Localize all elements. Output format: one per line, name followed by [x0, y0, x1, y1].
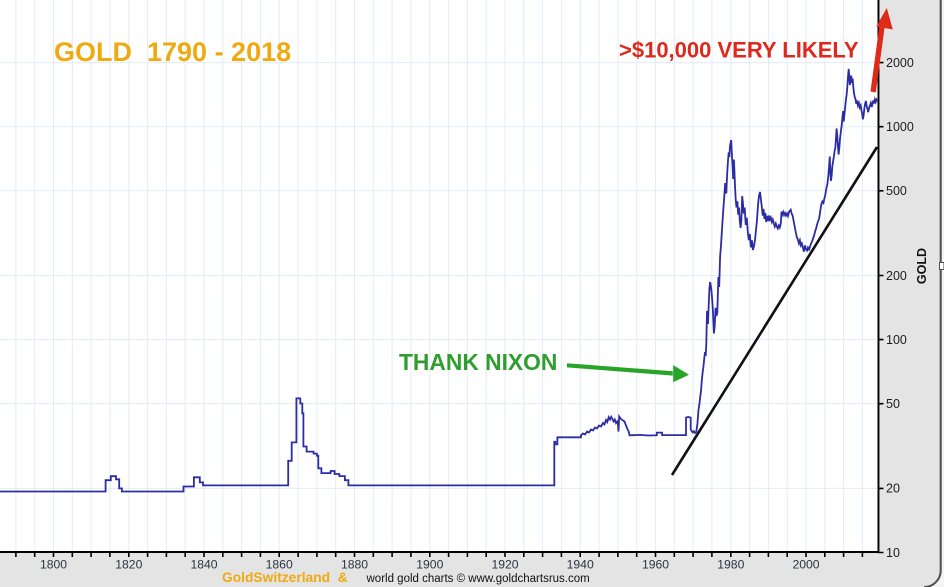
svg-text:1940: 1940	[567, 558, 594, 572]
svg-text:1860: 1860	[266, 558, 293, 572]
svg-text:GOLD: GOLD	[915, 248, 929, 284]
svg-text:100: 100	[886, 333, 907, 347]
svg-text:500: 500	[886, 184, 907, 198]
svg-text:20: 20	[886, 482, 900, 496]
svg-text:1800: 1800	[40, 558, 67, 572]
svg-text:1840: 1840	[190, 558, 217, 572]
svg-text:>$10,000 VERY LIKELY: >$10,000 VERY LIKELY	[619, 38, 859, 63]
svg-text:GOLD 1790 - 2018: GOLD 1790 - 2018	[54, 37, 291, 67]
svg-text:THANK NIXON: THANK NIXON	[399, 349, 557, 375]
svg-text:10: 10	[886, 546, 900, 560]
svg-text:1960: 1960	[642, 558, 669, 572]
svg-text:1900: 1900	[416, 558, 443, 572]
svg-text:2000: 2000	[886, 56, 914, 70]
svg-text:1000: 1000	[886, 120, 914, 134]
svg-text:1880: 1880	[341, 558, 368, 572]
svg-text:50: 50	[886, 397, 900, 411]
svg-text:1820: 1820	[115, 558, 142, 572]
svg-text:200: 200	[886, 269, 907, 283]
svg-text:world gold charts © www.goldch: world gold charts © www.goldchartsrus.co…	[366, 573, 590, 585]
svg-text:GoldSwitzerland &: GoldSwitzerland &	[222, 570, 348, 585]
svg-text:1980: 1980	[717, 558, 744, 572]
svg-text:1920: 1920	[491, 558, 518, 572]
svg-text:2000: 2000	[792, 558, 819, 572]
